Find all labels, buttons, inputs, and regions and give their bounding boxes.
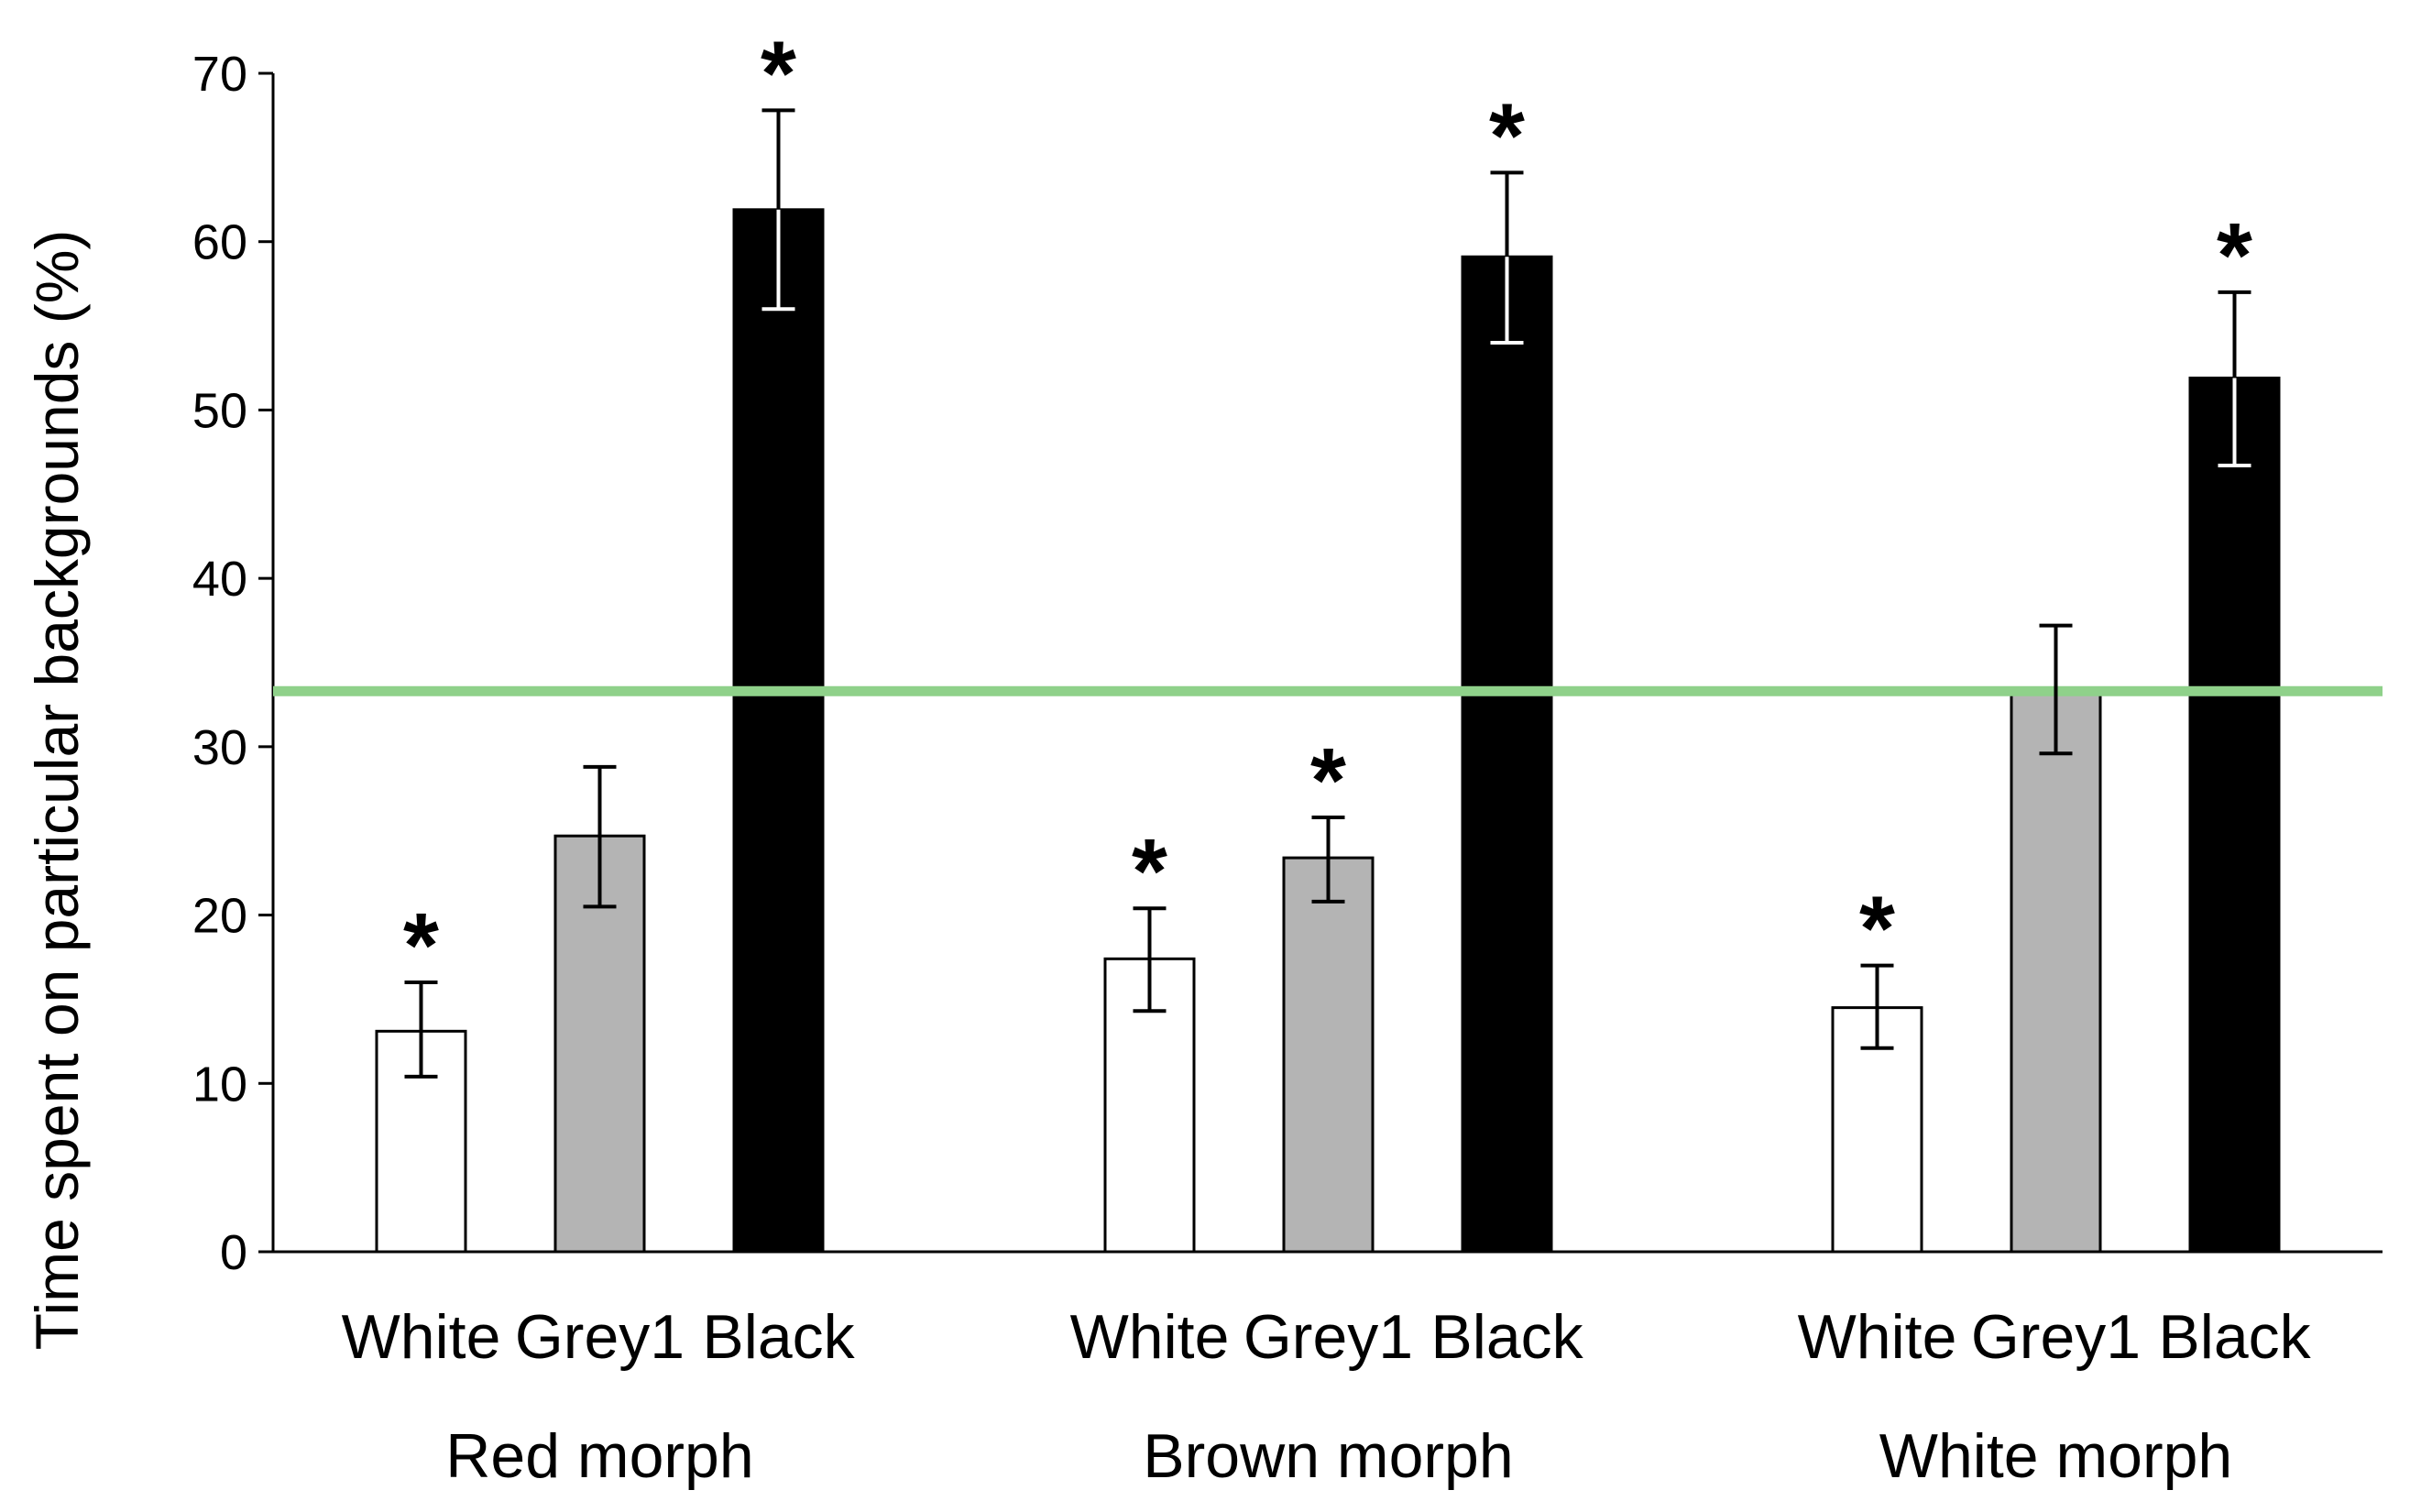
bar-black xyxy=(732,208,825,1254)
category-label: Black xyxy=(2158,1302,2311,1372)
y-tick-label: 10 xyxy=(192,1057,247,1112)
bar-black xyxy=(2188,377,2281,1254)
bars xyxy=(375,208,2281,1254)
y-axis-label: Time spent on particular backgrounds (%) xyxy=(23,230,91,1351)
bar-black xyxy=(1461,255,1553,1254)
significance-star: * xyxy=(403,894,439,997)
category-label: Grey1 xyxy=(1243,1302,1413,1372)
bar-grey1 xyxy=(1282,856,1375,1254)
significance-star: * xyxy=(2217,204,2252,307)
y-tick-label: 30 xyxy=(192,720,247,775)
category-label: Grey1 xyxy=(515,1302,685,1372)
category-label: White xyxy=(342,1302,501,1372)
significance-star: * xyxy=(1132,820,1167,923)
category-label: Grey1 xyxy=(1971,1302,2141,1372)
significance-star: * xyxy=(1489,84,1525,187)
group-label: Red morph xyxy=(445,1421,753,1491)
group-label: White morph xyxy=(1879,1421,2232,1491)
significance-star: * xyxy=(1310,729,1346,832)
y-tick-label: 0 xyxy=(220,1225,247,1280)
y-tick-label: 40 xyxy=(192,552,247,607)
category-label: White xyxy=(1070,1302,1230,1372)
y-tick-label: 20 xyxy=(192,889,247,944)
error-bars xyxy=(404,108,2251,1079)
group-label: Brown morph xyxy=(1143,1421,1513,1491)
y-tick-label: 50 xyxy=(192,383,247,438)
significance-star: * xyxy=(1859,878,1895,981)
category-label: Black xyxy=(1430,1302,1583,1372)
significance-star: * xyxy=(761,22,796,125)
y-tick-label: 60 xyxy=(192,215,247,270)
significance-markers: * * * * * * * xyxy=(403,22,2252,997)
category-label: Black xyxy=(702,1302,855,1372)
bar-grey1 xyxy=(2010,687,2102,1254)
y-tick-label: 70 xyxy=(192,47,247,102)
category-label: White xyxy=(1798,1302,1957,1372)
y-axis: 0 10 20 30 40 50 60 70 xyxy=(192,47,275,1280)
